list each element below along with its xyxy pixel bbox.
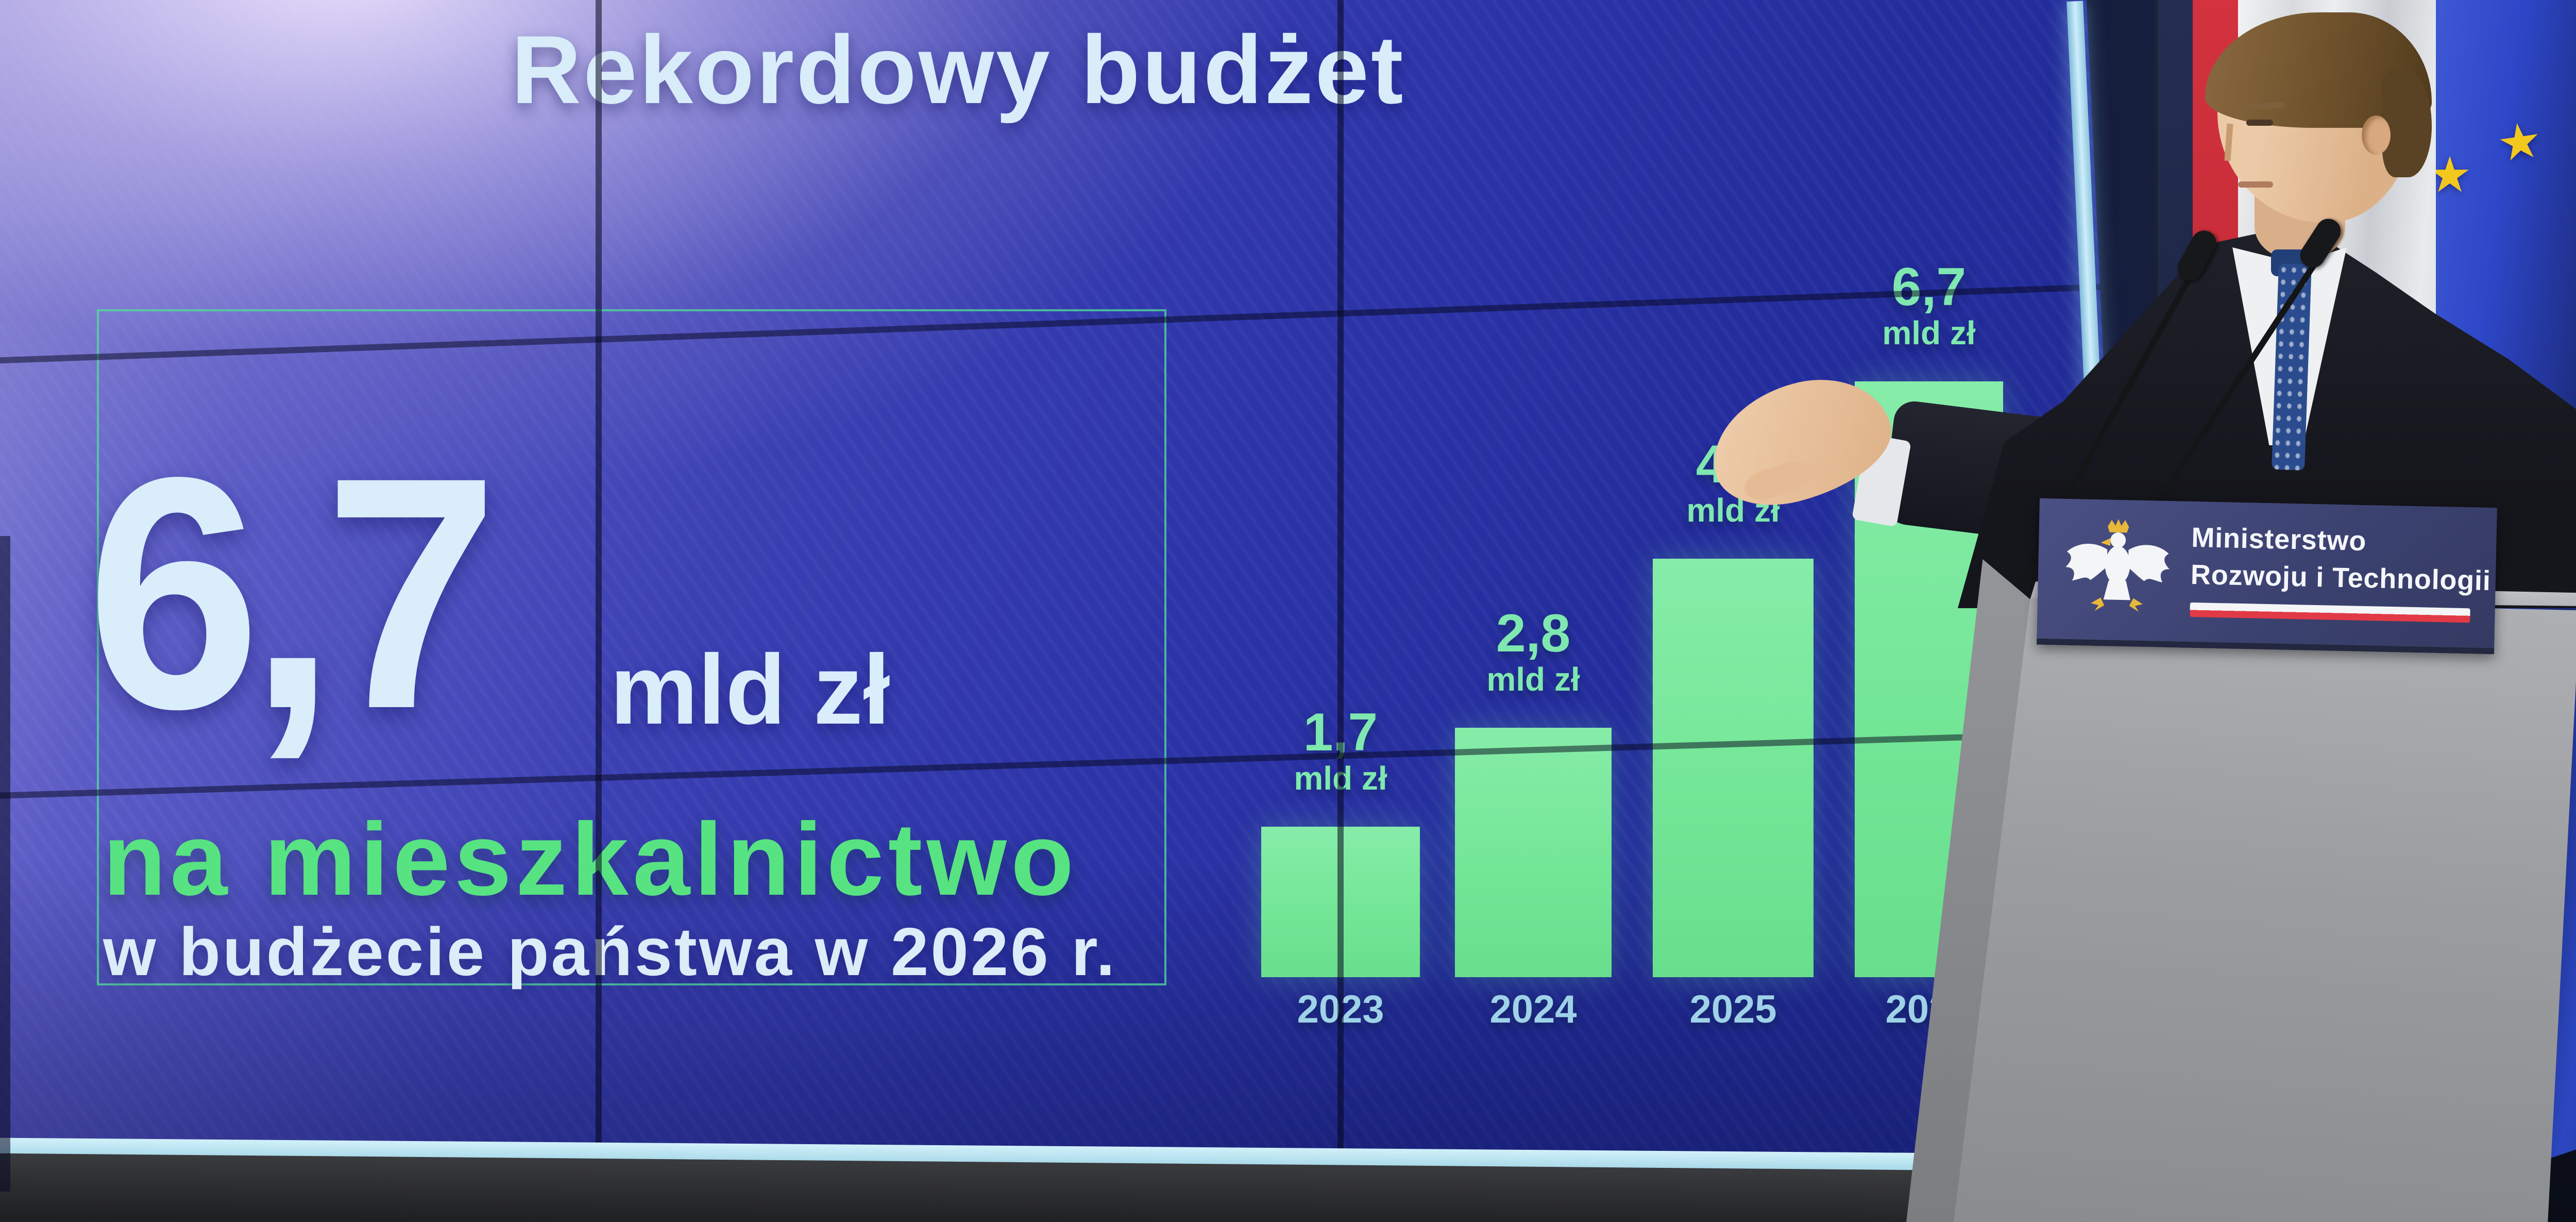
speaker-mouth bbox=[2238, 181, 2273, 187]
speaker-hair-back bbox=[2382, 70, 2432, 177]
slide-title: Rekordowy budżet bbox=[511, 14, 1405, 124]
highlight-outline-box bbox=[97, 309, 1166, 985]
headline-amount-unit: mld zł bbox=[610, 637, 891, 746]
screen-left-edge bbox=[0, 536, 10, 1192]
bar-value-label: 6,7 bbox=[1891, 256, 1967, 317]
polish-flag-stripe-icon bbox=[2190, 602, 2470, 623]
ministry-name: Ministerstwo Rozwoju i Technologii bbox=[2190, 520, 2492, 599]
headline-line2: na mieszkalnictwo bbox=[103, 802, 1078, 917]
headline-line3: w budżecie państwa w 2026 r. bbox=[103, 913, 1117, 990]
headline-amount: 6,7 bbox=[87, 408, 499, 777]
video-wall-screen: Rekordowy budżet 6,7 mld zł na mieszkaln… bbox=[0, 0, 2154, 1192]
bar-value-label: 2,8 bbox=[1496, 602, 1571, 664]
bar-unit-label: mld zł bbox=[1486, 664, 1580, 699]
bar-unit-label: mld zł bbox=[1686, 495, 1780, 530]
ministry-name-line2: Rozwoju i Technologii bbox=[2190, 558, 2492, 596]
bar-unit-label: mld zł bbox=[1882, 317, 1976, 353]
polish-eagle-icon bbox=[2065, 519, 2170, 612]
wall-seam-vertical-1 bbox=[596, 0, 601, 1192]
podium bbox=[1954, 598, 2576, 1222]
ministry-name-line1: Ministerstwo bbox=[2191, 522, 2367, 557]
eu-star-icon: ★ bbox=[2494, 112, 2546, 174]
bar-2024 bbox=[1455, 728, 1612, 977]
axis-year-label: 2025 bbox=[1689, 990, 1777, 1033]
eu-star-icon: ★ bbox=[2428, 148, 2472, 204]
speaker-ear bbox=[2362, 115, 2391, 155]
ministry-plaque: Ministerstwo Rozwoju i Technologii bbox=[2037, 498, 2497, 655]
axis-year-label: 2024 bbox=[1489, 990, 1577, 1033]
wall-seam-vertical-2 bbox=[1337, 0, 1343, 1192]
bar-2025 bbox=[1653, 559, 1814, 977]
speaker-eye bbox=[2246, 120, 2273, 126]
